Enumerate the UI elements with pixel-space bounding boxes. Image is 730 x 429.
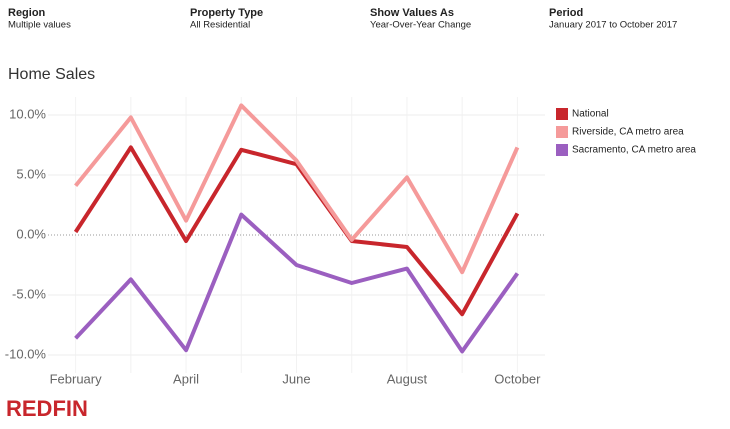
legend-label[interactable]: National [572, 109, 609, 120]
line-series [74, 212, 520, 354]
filter-label[interactable]: Show Values As [370, 7, 454, 19]
x-tick-label: June [282, 371, 310, 386]
filter-label[interactable]: Property Type [190, 7, 263, 19]
x-tick-label: February [50, 371, 103, 386]
line-series [73, 145, 520, 317]
filter-value[interactable]: January 2017 to October 2017 [549, 20, 677, 31]
y-tick-label: 0.0% [16, 226, 46, 241]
y-tick-label: 5.0% [16, 166, 46, 181]
legend-swatch[interactable] [556, 144, 568, 156]
chart-title: Home Sales [8, 66, 95, 83]
x-tick-label: October [494, 371, 541, 386]
x-tick-label: August [387, 371, 428, 386]
filter-label[interactable]: Period [549, 7, 583, 19]
filter-value[interactable]: All Residential [190, 20, 250, 31]
filter-value[interactable]: Year-Over-Year Change [370, 20, 471, 31]
y-tick-label: -5.0% [12, 286, 46, 301]
filter-value[interactable]: Multiple values [8, 20, 71, 31]
y-tick-label: -10.0% [5, 346, 47, 361]
logo: REDFIN [6, 396, 88, 421]
filter-label[interactable]: Region [8, 7, 46, 19]
legend-label[interactable]: Sacramento, CA metro area [572, 145, 696, 156]
line-series [74, 103, 520, 275]
legend-swatch[interactable] [556, 108, 568, 120]
legend-label[interactable]: Riverside, CA metro area [572, 127, 684, 138]
y-tick-label: 10.0% [9, 106, 46, 121]
legend-swatch[interactable] [556, 126, 568, 138]
x-tick-label: April [173, 371, 199, 386]
